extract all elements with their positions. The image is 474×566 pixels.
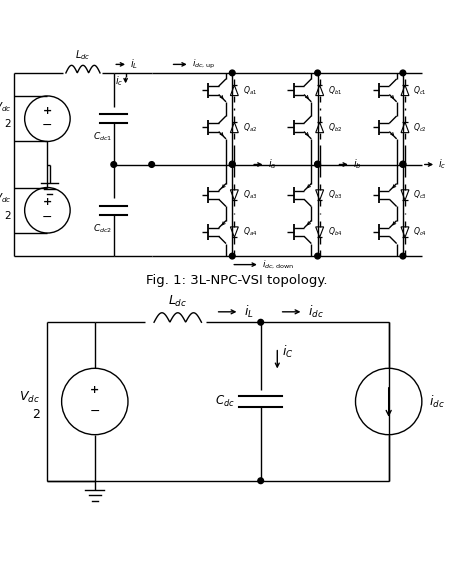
- Circle shape: [315, 162, 320, 168]
- Text: $i_{c}$: $i_{c}$: [438, 157, 447, 171]
- Text: $C_{dc}$: $C_{dc}$: [215, 394, 235, 409]
- Text: $2$: $2$: [4, 118, 12, 130]
- Text: $2$: $2$: [4, 209, 12, 221]
- Circle shape: [229, 161, 235, 167]
- Circle shape: [229, 253, 235, 259]
- Circle shape: [229, 70, 235, 76]
- Circle shape: [149, 162, 155, 168]
- Text: −: −: [42, 211, 53, 224]
- Text: $Q_{a2}$: $Q_{a2}$: [243, 121, 257, 134]
- Text: $Q_{c4}$: $Q_{c4}$: [413, 226, 428, 238]
- Text: $V_{dc}$: $V_{dc}$: [0, 191, 12, 205]
- Text: $i_{dc,\mathrm{down}}$: $i_{dc,\mathrm{down}}$: [262, 259, 294, 271]
- Text: $Q_{a1}$: $Q_{a1}$: [243, 84, 257, 97]
- Text: $i_{b}$: $i_{b}$: [353, 157, 362, 171]
- Text: $i_{a}$: $i_{a}$: [268, 157, 276, 171]
- Circle shape: [315, 253, 320, 259]
- Circle shape: [258, 478, 264, 483]
- Circle shape: [229, 162, 235, 168]
- Text: $Q_{b3}$: $Q_{b3}$: [328, 189, 342, 201]
- Text: $i_C$: $i_C$: [282, 344, 293, 361]
- Text: $Q_{c1}$: $Q_{c1}$: [413, 84, 427, 97]
- Text: Fig. 1: 3L-NPC-VSI topology.: Fig. 1: 3L-NPC-VSI topology.: [146, 275, 328, 288]
- Text: $i_L$: $i_L$: [244, 304, 254, 320]
- Circle shape: [111, 162, 117, 168]
- Circle shape: [315, 161, 320, 167]
- Circle shape: [258, 319, 264, 325]
- Text: +: +: [43, 106, 52, 116]
- Text: $C_{dc1}$: $C_{dc1}$: [93, 131, 112, 143]
- Text: $V_{dc}$: $V_{dc}$: [0, 100, 12, 114]
- Text: $i_{dc,\mathrm{up}}$: $i_{dc,\mathrm{up}}$: [192, 58, 215, 71]
- Circle shape: [400, 162, 406, 168]
- Text: $i_c$: $i_c$: [115, 74, 123, 88]
- Circle shape: [400, 70, 406, 76]
- Text: $Q_{b1}$: $Q_{b1}$: [328, 84, 342, 97]
- Text: $Q_{b2}$: $Q_{b2}$: [328, 121, 342, 134]
- Text: −: −: [90, 405, 100, 418]
- Circle shape: [400, 253, 406, 259]
- Text: $V_{dc}$: $V_{dc}$: [19, 390, 40, 405]
- Text: $L_{dc}$: $L_{dc}$: [75, 49, 91, 62]
- Text: +: +: [90, 385, 100, 395]
- Text: $Q_{c3}$: $Q_{c3}$: [413, 189, 427, 201]
- Text: $Q_{a4}$: $Q_{a4}$: [243, 226, 257, 238]
- Text: $i_{dc}$: $i_{dc}$: [308, 304, 324, 320]
- Circle shape: [400, 161, 406, 167]
- Text: $2$: $2$: [32, 408, 40, 421]
- Text: −: −: [42, 119, 53, 132]
- Text: $Q_{a3}$: $Q_{a3}$: [243, 189, 257, 201]
- Text: $i_L$: $i_L$: [130, 58, 138, 71]
- Text: $Q_{c2}$: $Q_{c2}$: [413, 121, 427, 134]
- Text: $C_{dc2}$: $C_{dc2}$: [93, 222, 112, 235]
- Text: +: +: [43, 198, 52, 207]
- Circle shape: [315, 70, 320, 76]
- Text: $L_{dc}$: $L_{dc}$: [168, 294, 187, 309]
- Text: $i_{dc}$: $i_{dc}$: [429, 393, 445, 410]
- Text: $Q_{b4}$: $Q_{b4}$: [328, 226, 342, 238]
